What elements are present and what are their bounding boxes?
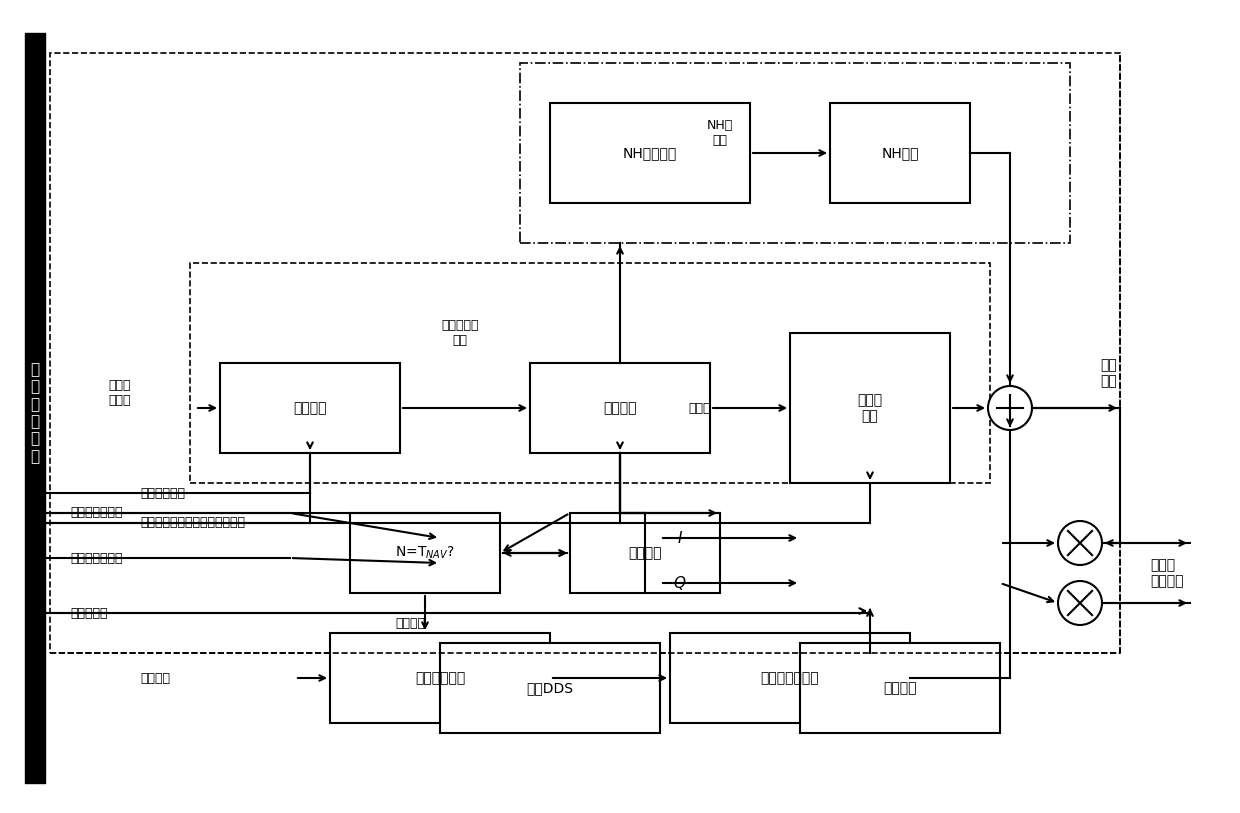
Bar — [50, 53, 1120, 653]
Text: 码相位控制字: 码相位控制字 — [140, 486, 185, 499]
Text: 溢出计数: 溢出计数 — [629, 546, 662, 560]
Text: $Q$: $Q$ — [673, 574, 687, 592]
Text: 载波相位控制字: 载波相位控制字 — [69, 551, 123, 564]
Bar — [190, 263, 990, 483]
Bar — [790, 333, 950, 483]
Text: 单通道
中频信号: 单通道 中频信号 — [1149, 558, 1183, 588]
Text: 使能移位: 使能移位 — [396, 616, 425, 629]
Bar — [219, 363, 401, 453]
Circle shape — [1058, 581, 1102, 625]
Text: 增益控制字: 增益控制字 — [69, 606, 108, 620]
Text: 伪随机
码表: 伪随机 码表 — [857, 393, 883, 423]
Text: 基带
信号: 基带 信号 — [1100, 358, 1117, 388]
Text: 码计数器: 码计数器 — [603, 401, 637, 415]
Text: N=T$_{NAV}$?: N=T$_{NAV}$? — [396, 545, 455, 561]
Text: NH码表: NH码表 — [882, 146, 919, 160]
Text: NH码计数器: NH码计数器 — [622, 146, 677, 160]
Bar — [551, 103, 750, 203]
Bar — [350, 513, 500, 593]
Text: 导航电文: 导航电文 — [140, 672, 170, 685]
Bar — [830, 103, 970, 203]
Text: 增益控制: 增益控制 — [883, 681, 916, 695]
Text: 码索引: 码索引 — [688, 402, 712, 415]
Text: 码累加器: 码累加器 — [293, 401, 327, 415]
Bar — [570, 513, 720, 593]
Circle shape — [1058, 521, 1102, 565]
Bar — [440, 643, 660, 733]
Text: 累加器溢出
标志: 累加器溢出 标志 — [441, 319, 479, 347]
Bar — [670, 633, 910, 723]
Bar — [520, 63, 1070, 243]
Text: $I$: $I$ — [677, 530, 683, 546]
Text: NH码
索引: NH码 索引 — [707, 119, 733, 147]
Text: 导航电文缓存: 导航电文缓存 — [415, 671, 465, 685]
Text: 载波频率控制字: 载波频率控制字 — [69, 506, 123, 520]
Bar — [800, 643, 999, 733]
Text: 导航电文当前位: 导航电文当前位 — [760, 671, 820, 685]
Text: 载波DDS: 载波DDS — [527, 681, 573, 695]
Text: 码频率
控制字: 码频率 控制字 — [109, 379, 131, 407]
Bar — [529, 363, 711, 453]
Bar — [330, 633, 551, 723]
Text: 通
道
数
据
分
发: 通 道 数 据 分 发 — [31, 362, 40, 464]
Circle shape — [988, 386, 1032, 430]
Text: 本频点码表及计数器状态机参数: 本频点码表及计数器状态机参数 — [140, 516, 246, 529]
